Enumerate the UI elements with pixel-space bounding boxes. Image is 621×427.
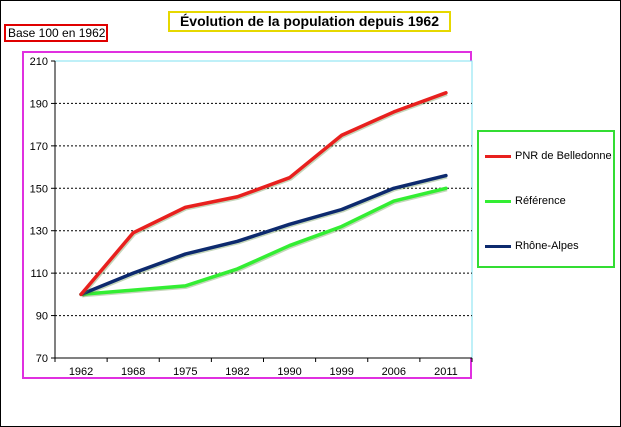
x-tick-label: 1962: [69, 366, 93, 378]
legend-item-rhone-alpes: Rhône-Alpes: [479, 239, 613, 253]
legend-swatch-pnr: [485, 155, 511, 158]
y-axis: 70 90 110 130 150 170 190 210: [30, 56, 56, 365]
legend-label-pnr: PNR de Belledonne: [515, 150, 612, 162]
x-tick-label: 2006: [382, 366, 406, 378]
series-line-1: [79, 186, 448, 297]
x-tick-label: 1975: [173, 366, 197, 378]
legend-label-rhone-alpes: Rhône-Alpes: [515, 240, 579, 252]
x-axis: 1962 1968 1975 1982 1990 1999 2006 2011: [54, 357, 473, 378]
series-line-2: [79, 173, 448, 297]
legend-swatch-rhone-alpes: [485, 245, 511, 248]
chart-title: Évolution de la population depuis 1962: [168, 11, 451, 32]
legend-swatch-reference: [485, 200, 511, 203]
legend-item-reference: Référence: [479, 194, 613, 208]
y-tick-label: 190: [30, 98, 48, 110]
series-line-0: [79, 91, 448, 297]
y-tick-label: 210: [30, 56, 48, 68]
legend-label-reference: Référence: [515, 195, 566, 207]
x-tick-label: 2011: [434, 366, 458, 378]
chart-subtitle: Base 100 en 1962: [4, 24, 108, 42]
x-tick-label: 1982: [225, 366, 249, 378]
legend-item-pnr: PNR de Belledonne: [479, 149, 613, 163]
x-tick-label: 1999: [329, 366, 353, 378]
y-tick-label: 110: [30, 268, 48, 280]
y-tick-label: 170: [30, 141, 48, 153]
y-tick-label: 130: [30, 226, 48, 238]
x-tick-label: 1990: [277, 366, 301, 378]
y-tick-label: 90: [36, 311, 48, 323]
y-tick-label: 150: [30, 183, 48, 195]
series-lines: [79, 91, 448, 298]
y-tick-label: 70: [36, 353, 48, 365]
legend: PNR de Belledonne Référence Rhône-Alpes: [477, 130, 615, 268]
x-tick-label: 1968: [121, 366, 145, 378]
